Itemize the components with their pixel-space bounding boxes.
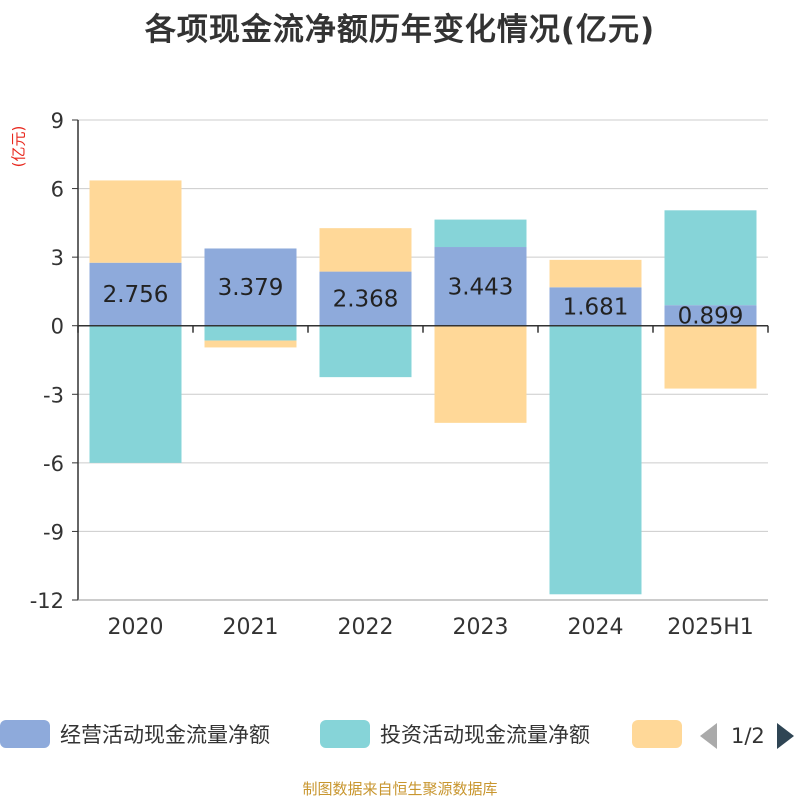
legend-page-indicator: 1/2 (731, 724, 765, 748)
bar-2025H1-series-1 (664, 210, 757, 306)
data-label-2022: 2.368 (333, 287, 399, 313)
bar-2025H1-series-0 (664, 305, 757, 326)
data-source-note: 制图数据来自恒生聚源数据库 (302, 780, 498, 798)
legend-item-operating[interactable]: 经营活动现金流量净额 (0, 718, 270, 750)
y-tick-label: -6 (43, 452, 64, 476)
legend-swatch-investing (320, 720, 370, 748)
bar-2021-series-2 (204, 340, 297, 348)
bar-2022-series-1 (319, 325, 412, 378)
bar-2023-series-0 (434, 247, 527, 326)
x-tick-label: 2025H1 (667, 615, 754, 640)
bar-2022-series-0 (319, 271, 412, 326)
bar-2022-series-2 (319, 228, 412, 272)
bar-2024-series-1 (549, 325, 642, 595)
x-tick-label: 2022 (338, 615, 394, 640)
legend-swatch-financing (632, 720, 682, 748)
y-tick-label: -3 (43, 383, 64, 407)
x-tick-label: 2024 (568, 615, 624, 640)
bar-2020-series-2 (89, 180, 182, 263)
y-tick-label: 6 (51, 178, 64, 202)
x-tick-label: 2021 (223, 615, 279, 640)
legend-pager: 1/2 (700, 720, 794, 752)
data-label-2020: 2.756 (103, 282, 169, 308)
x-tick-label: 2023 (453, 615, 509, 640)
y-tick-label: 0 (51, 315, 64, 339)
bar-2020-series-0 (89, 262, 182, 326)
bar-2024-series-2 (549, 259, 642, 288)
legend-next-icon[interactable] (776, 723, 794, 749)
bar-2020-series-1 (89, 325, 182, 463)
y-tick-label: -12 (30, 589, 64, 613)
legend-label-operating: 经营活动现金流量净额 (60, 723, 270, 747)
bar-2023-series-1 (434, 219, 527, 248)
bar-2021-series-0 (204, 248, 297, 326)
data-label-2024: 1.681 (563, 295, 629, 321)
bar-2025H1-series-2 (664, 325, 757, 389)
legend-swatch-operating (0, 720, 50, 748)
y-tick-label: 3 (51, 246, 64, 270)
y-tick-label: -9 (43, 520, 64, 544)
bar-2023-series-2 (434, 325, 527, 423)
legend: 经营活动现金流量净额 投资活动现金流量净额 1/2 (0, 716, 800, 752)
legend-item-financing[interactable] (632, 718, 692, 750)
bar-2024-series-0 (549, 287, 642, 326)
data-label-2025H1: 0.899 (678, 303, 744, 329)
data-label-2021: 3.379 (218, 275, 284, 301)
chart-title: 各项现金流净额历年变化情况(亿元) (144, 12, 656, 48)
legend-item-investing[interactable]: 投资活动现金流量净额 (320, 718, 590, 750)
data-label-2023: 3.443 (448, 274, 514, 300)
y-tick-label: 9 (51, 109, 64, 133)
legend-prev-icon[interactable] (700, 723, 717, 749)
legend-label-investing: 投资活动现金流量净额 (380, 723, 590, 747)
stacked-bar-chart: 9 6 3 0 -3 -6 -9 -12 2020 2021 2022 2023 2024 2025H1 2… (30, 109, 769, 640)
bar-2021-series-1 (204, 325, 297, 341)
x-tick-label: 2020 (108, 615, 164, 640)
